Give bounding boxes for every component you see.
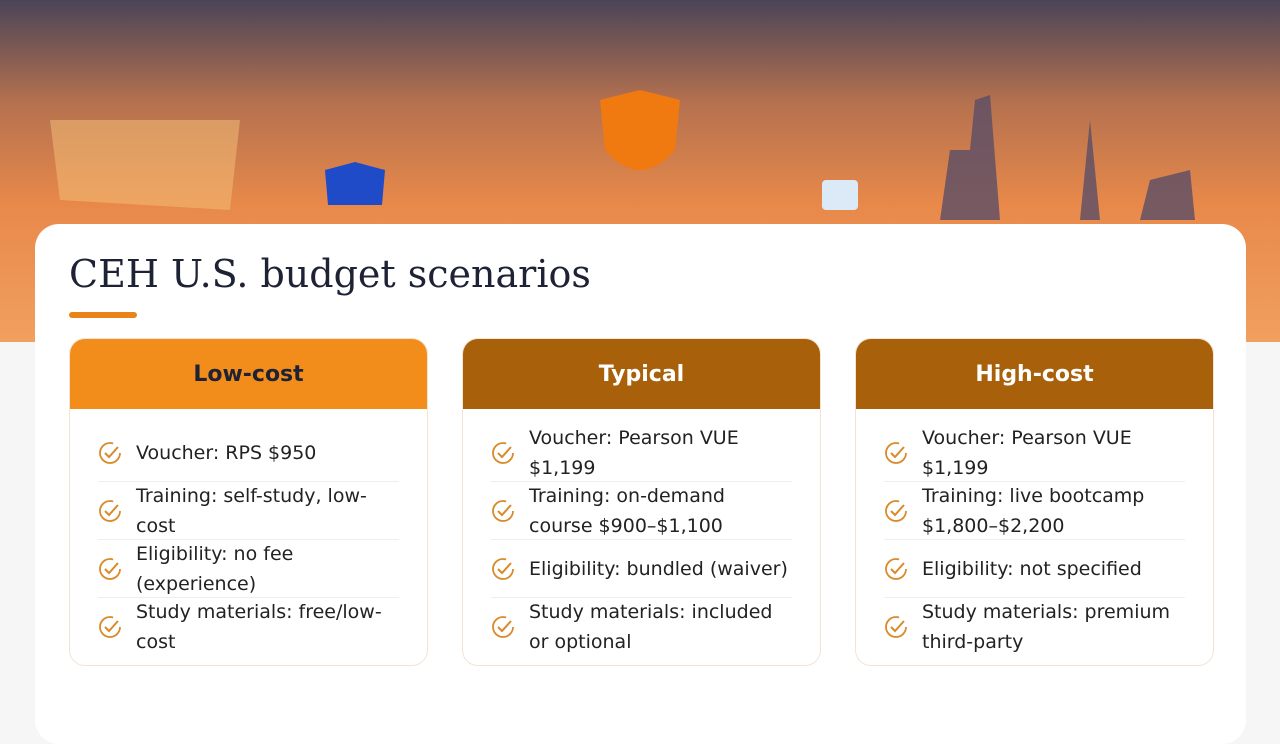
item-text: Study materials: premium third-party	[922, 600, 1171, 653]
check-icon	[492, 557, 514, 580]
list-item: Training: live bootcamp $1,800–$2,200	[884, 482, 1185, 540]
title-underline	[69, 312, 137, 318]
check-icon	[885, 441, 907, 464]
item-text: Voucher: Pearson VUE $1,199	[922, 426, 1132, 479]
title: CEH U.S. budget scenarios	[69, 252, 591, 296]
hero-art	[50, 90, 1195, 220]
list-item: Study materials: free/low-cost	[98, 598, 399, 655]
card-heading: Typical	[463, 339, 820, 409]
list-item: Voucher: RPS $950	[98, 424, 399, 482]
item-text: Training: self-study, low-cost	[136, 484, 367, 537]
item-text: Eligibility: bundled (waiver)	[529, 557, 788, 580]
check-icon	[492, 615, 514, 638]
budget-card: Low-cost Voucher: RPS $950 Training: self-…	[69, 338, 428, 666]
budget-card: Typical Voucher: Pearson VUE $1,199 Traini…	[462, 338, 821, 666]
check-icon	[885, 615, 907, 638]
page: CEH U.S. budget scenarios Low-cost Vouche…	[0, 0, 1280, 666]
check-icon	[492, 441, 514, 464]
item-text: Eligibility: no fee (experience)	[136, 542, 294, 595]
list-item: Voucher: Pearson VUE $1,199	[491, 424, 792, 482]
check-icon	[492, 499, 514, 522]
check-icon	[99, 615, 121, 638]
item-text: Study materials: included or optional	[529, 600, 773, 653]
item-text: Training: live bootcamp $1,800–$2,200	[922, 484, 1145, 537]
card-heading: High-cost	[856, 339, 1213, 409]
list-item: Study materials: premium third-party	[884, 598, 1185, 655]
item-list: Voucher: Pearson VUE $1,199 Training: liv…	[856, 409, 1213, 655]
list-item: Eligibility: bundled (waiver)	[491, 540, 792, 598]
list-item: Voucher: Pearson VUE $1,199	[884, 424, 1185, 482]
list-item: Training: on-demand course $900–$1,100	[491, 482, 792, 540]
list-item: Study materials: included or optional	[491, 598, 792, 655]
check-icon	[99, 499, 121, 522]
list-item: Training: self-study, low-cost	[98, 482, 399, 540]
item-list: Voucher: RPS $950 Training: self-study, l…	[70, 409, 427, 655]
card-heading: Low-cost	[70, 339, 427, 409]
check-icon	[885, 557, 907, 580]
list-item: Eligibility: no fee (experience)	[98, 540, 399, 598]
check-icon	[885, 499, 907, 522]
item-text: Study materials: free/low-cost	[136, 600, 382, 653]
item-text: Eligibility: not specified	[922, 557, 1142, 580]
budget-card: High-cost Voucher: Pearson VUE $1,199 Trai…	[855, 338, 1214, 666]
item-text: Training: on-demand course $900–$1,100	[529, 484, 725, 537]
content-panel: CEH U.S. budget scenarios Low-cost Vouche…	[35, 224, 1246, 744]
check-icon	[99, 441, 121, 464]
item-list: Voucher: Pearson VUE $1,199 Training: on-…	[463, 409, 820, 655]
list-item: Eligibility: not specified	[884, 540, 1185, 598]
item-text: Voucher: RPS $950	[136, 441, 317, 464]
item-text: Voucher: Pearson VUE $1,199	[529, 426, 739, 479]
check-icon	[99, 557, 121, 580]
